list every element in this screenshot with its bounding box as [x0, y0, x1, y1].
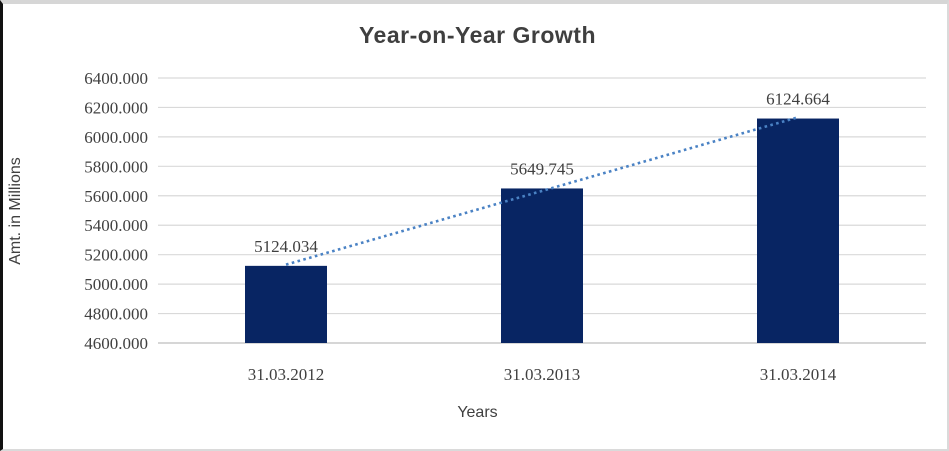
plot-area: 4600.000 4800.000 5000.000 5200.000 5400.000… — [84, 69, 926, 384]
data-label: 6124.664 — [766, 90, 830, 109]
bar — [501, 188, 583, 343]
y-tick-label: 4600.000 — [84, 334, 148, 353]
x-axis-title: Years — [457, 404, 498, 421]
x-tick-label: 31.03.2014 — [760, 365, 837, 384]
x-tick-label: 31.03.2012 — [248, 365, 325, 384]
x-tick-label: 31.03.2013 — [504, 365, 581, 384]
y-tick-label: 6200.000 — [84, 98, 148, 117]
y-tick-label: 4800.000 — [84, 305, 148, 324]
y-tick-label: 5200.000 — [84, 246, 148, 265]
y-tick-label: 6400.000 — [84, 69, 148, 88]
bar — [757, 118, 839, 343]
bar — [245, 265, 327, 343]
data-label: 5124.034 — [254, 237, 318, 256]
y-tick-label: 5800.000 — [84, 157, 148, 176]
y-tick-label: 5400.000 — [84, 216, 148, 235]
trendline — [285, 116, 799, 266]
data-label: 5649.745 — [510, 159, 574, 178]
y-tick-label: 5000.000 — [84, 275, 148, 294]
y-tick-label: 6000.000 — [84, 128, 148, 147]
chart-title: Year-on-Year Growth — [358, 22, 596, 48]
y-tick-label: 5600.000 — [84, 187, 148, 206]
